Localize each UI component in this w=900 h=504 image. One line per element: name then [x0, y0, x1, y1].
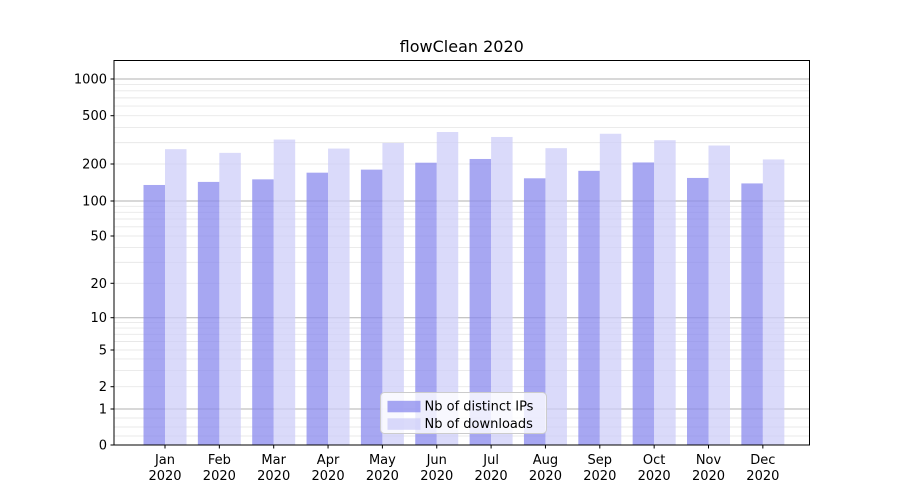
y-tick-label-500: 500: [82, 109, 107, 124]
x-tick-label-year-nov: 2020: [692, 469, 725, 484]
y-tick-label-100: 100: [82, 195, 107, 210]
bar-downloads-aug: [545, 148, 567, 445]
bar-downloads-jan: [165, 149, 187, 446]
bar-distinct-ips-jun: [415, 162, 437, 445]
bar-downloads-feb: [219, 152, 241, 446]
y-tick-label-50: 50: [90, 230, 107, 245]
y-tick-label-1000: 1000: [74, 73, 107, 88]
legend-box: [380, 392, 547, 434]
bars-layer: [143, 132, 785, 446]
bar-downloads-jun: [436, 132, 459, 445]
bar-distinct-ips-oct: [632, 162, 655, 445]
bar-distinct-ips-jul: [469, 158, 492, 445]
x-tick-label-year-dec: 2020: [746, 469, 779, 484]
x-tick-label-year-sep: 2020: [583, 469, 616, 484]
legend-swatch-downloads-icon: [387, 418, 421, 430]
x-tick-label-month-aug: Aug: [533, 453, 558, 468]
bar-downloads-dec: [762, 159, 785, 446]
x-tick-label-month-oct: Oct: [643, 453, 665, 468]
bar-distinct-ips-feb: [197, 181, 220, 445]
bar-distinct-ips-jan: [143, 184, 165, 445]
x-tick-label-year-may: 2020: [366, 469, 399, 484]
bar-downloads-apr: [328, 148, 350, 446]
y-tick-label-200: 200: [82, 158, 107, 173]
x-tick-label-year-mar: 2020: [257, 469, 290, 484]
ticks-layer: 01251020501002005001000Jan2020Feb2020Mar…: [74, 73, 779, 485]
x-tick-label-year-apr: 2020: [312, 469, 345, 484]
y-tick-label-5: 5: [99, 344, 107, 359]
x-tick-label-year-oct: 2020: [638, 469, 671, 484]
x-tick-label-year-jan: 2020: [148, 469, 181, 484]
bar-distinct-ips-may: [360, 169, 383, 445]
x-tick-label-year-jul: 2020: [475, 469, 508, 484]
x-tick-label-month-dec: Dec: [750, 453, 775, 468]
y-tick-label-1: 1: [99, 403, 107, 418]
bar-distinct-ips-sep: [578, 170, 600, 445]
x-tick-label-month-jul: Jul: [482, 453, 499, 468]
bar-distinct-ips-dec: [741, 183, 763, 445]
legend-label-downloads: Nb of downloads: [425, 417, 534, 432]
bar-downloads-mar: [273, 139, 296, 445]
bar-downloads-oct: [654, 140, 676, 446]
bar-distinct-ips-nov: [687, 177, 709, 445]
bar-distinct-ips-aug: [523, 178, 546, 446]
legend: Nb of distinct IPs Nb of downloads: [380, 392, 547, 434]
y-tick-label-20: 20: [90, 277, 107, 292]
x-tick-label-year-jun: 2020: [420, 469, 453, 484]
y-tick-label-2: 2: [99, 380, 107, 395]
x-tick-label-month-feb: Feb: [208, 453, 231, 468]
y-tick-label-10: 10: [90, 311, 107, 326]
x-tick-label-month-jan: Jan: [154, 453, 175, 468]
bar-downloads-nov: [708, 145, 730, 445]
x-tick-label-month-jun: Jun: [426, 453, 447, 468]
x-tick-label-month-sep: Sep: [588, 453, 613, 468]
x-tick-label-month-nov: Nov: [696, 453, 722, 468]
chart-title: flowClean 2020: [400, 37, 524, 56]
plot-border: [113, 60, 810, 446]
bar-downloads-jul: [491, 136, 513, 445]
legend-label-distinct-ips: Nb of distinct IPs: [425, 400, 534, 415]
y-tick-label-0: 0: [99, 439, 107, 454]
bar-downloads-sep: [599, 133, 622, 445]
legend-swatch-distinct-ips-icon: [387, 400, 421, 413]
bar-distinct-ips-apr: [306, 172, 329, 445]
x-tick-label-month-apr: Apr: [317, 453, 340, 468]
x-tick-label-month-mar: Mar: [261, 453, 286, 468]
x-tick-label-year-feb: 2020: [203, 469, 236, 484]
x-tick-label-month-may: May: [369, 453, 396, 468]
bar-distinct-ips-mar: [252, 179, 274, 445]
x-tick-label-year-aug: 2020: [529, 469, 562, 484]
bar-downloads-may: [382, 142, 404, 446]
